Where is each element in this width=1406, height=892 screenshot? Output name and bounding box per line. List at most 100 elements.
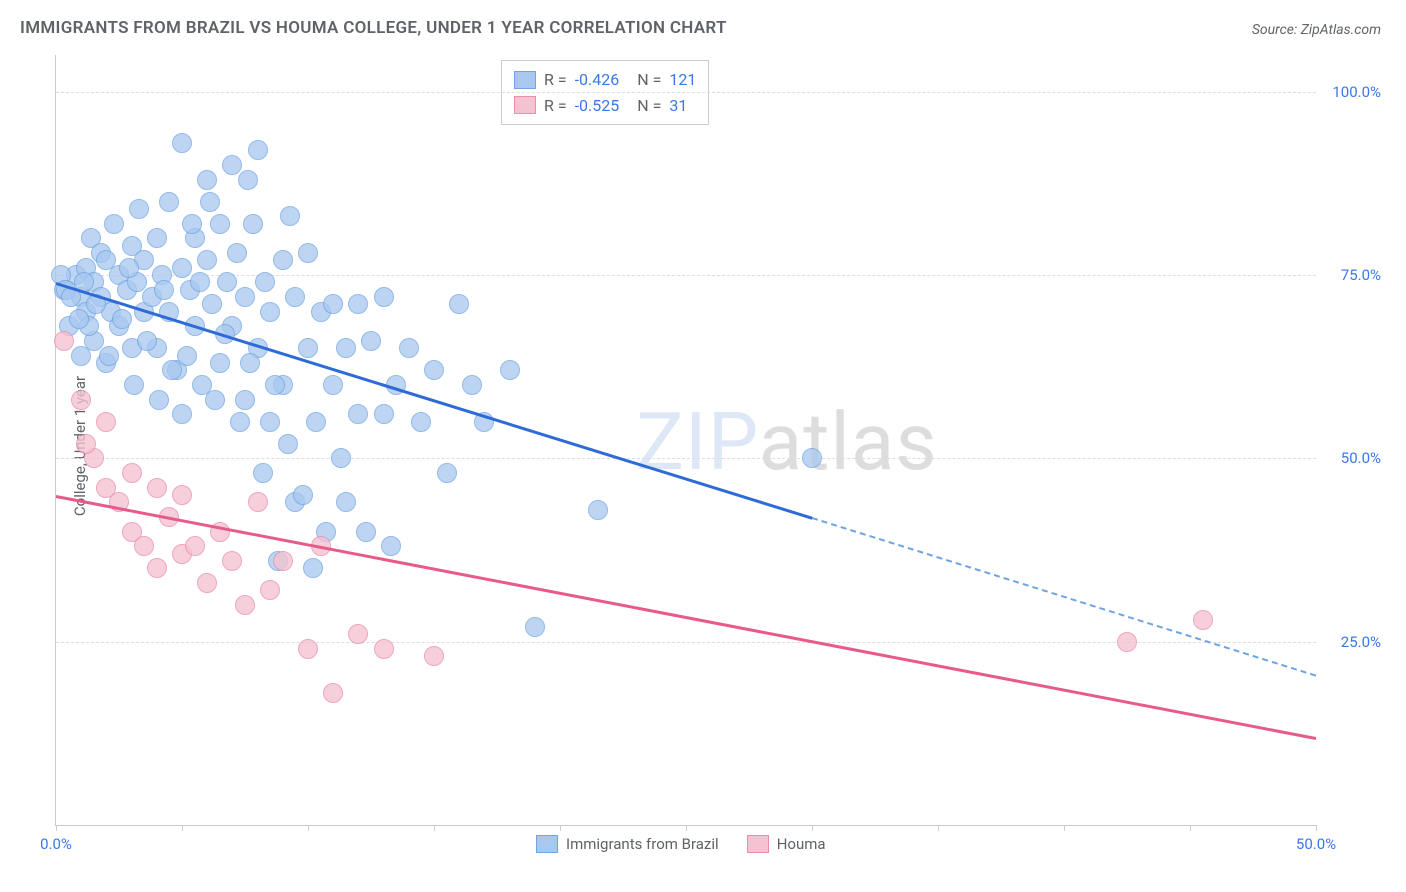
legend-n-label: N =	[637, 67, 661, 93]
data-point-brazil	[197, 250, 217, 270]
data-point-brazil	[238, 170, 258, 190]
data-point-brazil	[323, 375, 343, 395]
data-point-brazil	[197, 170, 217, 190]
data-point-houma	[298, 639, 318, 659]
data-point-houma	[248, 492, 268, 512]
data-point-brazil	[336, 492, 356, 512]
data-point-houma	[147, 478, 167, 498]
data-point-brazil	[280, 206, 300, 226]
data-point-brazil	[200, 192, 220, 212]
series-legend: Immigrants from Brazil Houma	[536, 835, 826, 853]
data-point-brazil	[154, 280, 174, 300]
data-point-brazil	[525, 617, 545, 637]
data-point-houma	[273, 551, 293, 571]
data-point-houma	[1193, 610, 1213, 630]
legend-n-value: 121	[669, 67, 696, 93]
data-point-brazil	[227, 243, 247, 263]
chart-title: IMMIGRANTS FROM BRAZIL VS HOUMA COLLEGE,…	[20, 18, 727, 38]
data-point-brazil	[323, 294, 343, 314]
data-point-brazil	[285, 287, 305, 307]
data-point-houma	[122, 463, 142, 483]
data-point-brazil	[374, 287, 394, 307]
data-point-houma	[96, 412, 116, 432]
y-tick-label: 75.0%	[1341, 266, 1381, 284]
x-tick	[812, 825, 813, 831]
data-point-brazil	[356, 522, 376, 542]
data-point-brazil	[411, 412, 431, 432]
data-point-houma	[197, 573, 217, 593]
data-point-brazil	[303, 558, 323, 578]
y-tick-label: 100.0%	[1332, 83, 1381, 101]
data-point-brazil	[210, 353, 230, 373]
data-point-brazil	[124, 375, 144, 395]
x-tick	[434, 825, 435, 831]
data-point-brazil	[172, 133, 192, 153]
watermark-atlas: atlas	[759, 395, 938, 489]
data-point-brazil	[361, 331, 381, 351]
data-point-brazil	[71, 346, 91, 366]
x-tick	[938, 825, 939, 831]
data-point-brazil	[348, 404, 368, 424]
data-point-brazil	[462, 375, 482, 395]
x-tick	[1316, 825, 1317, 831]
watermark-zip: ZIP	[636, 395, 759, 489]
data-point-houma	[222, 551, 242, 571]
legend-r-label: R =	[544, 67, 567, 93]
data-point-brazil	[248, 140, 268, 160]
x-tick-label: 50.0%	[1296, 835, 1336, 853]
source-attribution: Source: ZipAtlas.com	[1252, 22, 1381, 38]
legend-label: Houma	[777, 835, 826, 853]
data-point-houma	[71, 390, 91, 410]
data-point-brazil	[306, 412, 326, 432]
legend-swatch	[514, 71, 536, 89]
legend-swatch	[536, 835, 558, 853]
x-tick	[1190, 825, 1191, 831]
data-point-brazil	[202, 294, 222, 314]
data-point-brazil	[588, 500, 608, 520]
data-point-brazil	[112, 309, 132, 329]
watermark: ZIPatlas	[636, 395, 938, 489]
data-point-houma	[374, 639, 394, 659]
legend-item-brazil: Immigrants from Brazil	[536, 835, 719, 853]
data-point-houma	[235, 595, 255, 615]
legend-n-value: 31	[669, 93, 687, 119]
data-point-brazil	[172, 258, 192, 278]
x-tick	[686, 825, 687, 831]
data-point-brazil	[260, 412, 280, 432]
data-point-brazil	[235, 390, 255, 410]
data-point-brazil	[336, 338, 356, 358]
regression-line	[812, 517, 1317, 677]
data-point-brazil	[399, 338, 419, 358]
data-point-brazil	[235, 287, 255, 307]
data-point-brazil	[182, 214, 202, 234]
data-point-houma	[76, 434, 96, 454]
data-point-brazil	[255, 272, 275, 292]
data-point-brazil	[159, 192, 179, 212]
data-point-houma	[1117, 632, 1137, 652]
data-point-brazil	[147, 228, 167, 248]
data-point-brazil	[243, 214, 263, 234]
data-point-houma	[424, 646, 444, 666]
data-point-brazil	[293, 485, 313, 505]
data-point-brazil	[331, 448, 351, 468]
data-point-houma	[147, 558, 167, 578]
legend-r-label: R =	[544, 93, 567, 119]
data-point-brazil	[265, 375, 285, 395]
data-point-brazil	[69, 309, 89, 329]
data-point-brazil	[104, 214, 124, 234]
legend-label: Immigrants from Brazil	[566, 835, 719, 853]
data-point-brazil	[278, 434, 298, 454]
data-point-brazil	[500, 360, 520, 380]
plot-area: ZIPatlas R =-0.426N =121R =-0.525N =31 I…	[55, 55, 1316, 826]
legend-r-value: -0.426	[575, 67, 620, 93]
legend-r-value: -0.525	[575, 93, 620, 119]
data-point-brazil	[230, 412, 250, 432]
gridline-h	[56, 458, 1316, 459]
x-tick	[1064, 825, 1065, 831]
legend-swatch	[747, 835, 769, 853]
data-point-brazil	[802, 448, 822, 468]
gridline-h	[56, 275, 1316, 276]
data-point-houma	[134, 536, 154, 556]
data-point-brazil	[437, 463, 457, 483]
data-point-brazil	[177, 346, 197, 366]
